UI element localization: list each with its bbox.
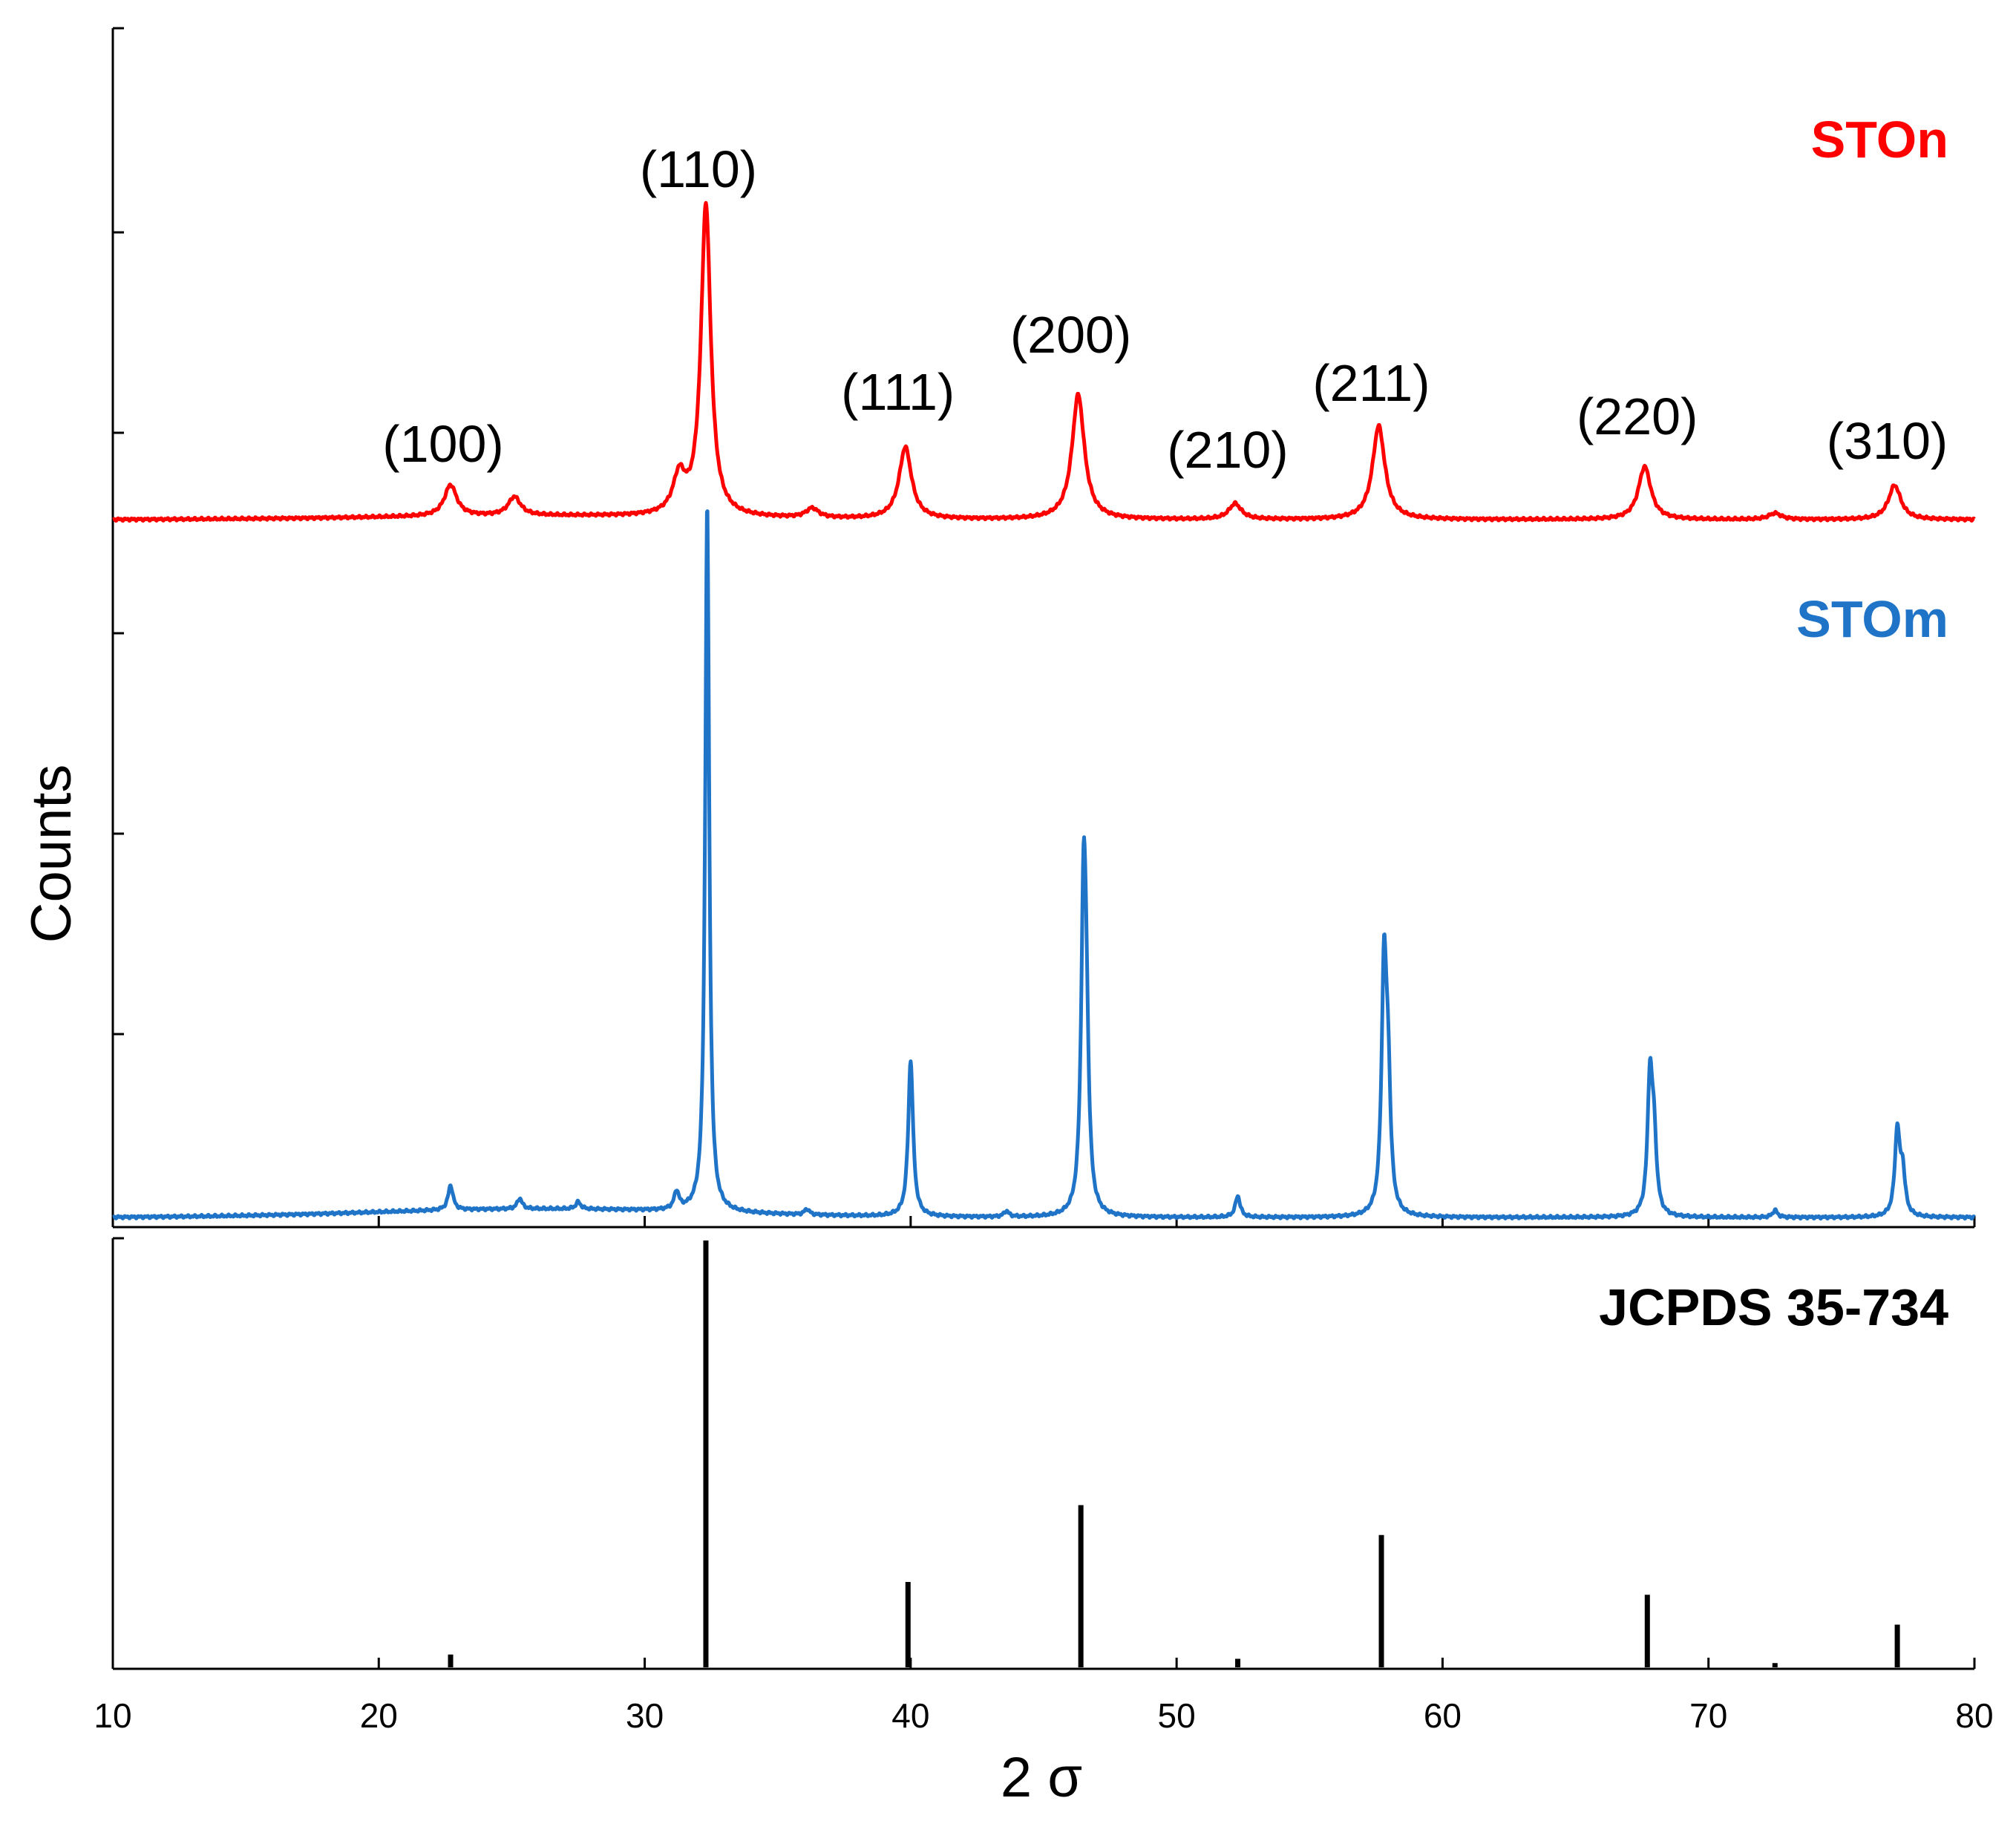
upper-y-ticks — [113, 27, 124, 1036]
y-axis-label: Counts — [20, 765, 83, 944]
series-line-stom — [111, 509, 1976, 1221]
series-line-ston — [111, 200, 1976, 523]
x-tick-label: 50 — [1158, 1696, 1196, 1735]
series-label-stom: STOm — [1796, 590, 1948, 648]
x-axis-label: 2 σ — [1001, 1746, 1082, 1809]
reference-label: JCPDS 35-734 — [1599, 1278, 1948, 1336]
x-tick-label: 10 — [94, 1696, 131, 1735]
x-tick-label: 20 — [360, 1696, 398, 1735]
x-tick-labels: 10 20 30 40 50 60 70 80 — [94, 1696, 1993, 1735]
x-tick-label: 80 — [1955, 1696, 1993, 1735]
peak-annotation: (100) — [382, 415, 503, 473]
peak-annotation: (111) — [841, 363, 955, 421]
peak-annotations: (100) (110) (111) (200) (210) (211) (220) (310) — [382, 140, 1948, 479]
x-tick-label: 40 — [891, 1696, 929, 1735]
peak-annotation: (200) — [1010, 306, 1131, 364]
x-tick-label: 70 — [1689, 1696, 1727, 1735]
peak-annotation: (310) — [1827, 412, 1948, 470]
peak-annotation: (220) — [1577, 388, 1698, 445]
x-tick-label: 60 — [1424, 1696, 1462, 1735]
x-tick-label: 30 — [626, 1696, 664, 1735]
peak-annotation: (210) — [1167, 421, 1288, 479]
series-label-ston: STOn — [1811, 111, 1948, 169]
lower-x-ticks — [111, 1658, 1976, 1669]
peak-annotation: (211) — [1312, 354, 1430, 412]
reference-sticks — [448, 1240, 1900, 1667]
peak-annotation: (110) — [640, 140, 757, 198]
